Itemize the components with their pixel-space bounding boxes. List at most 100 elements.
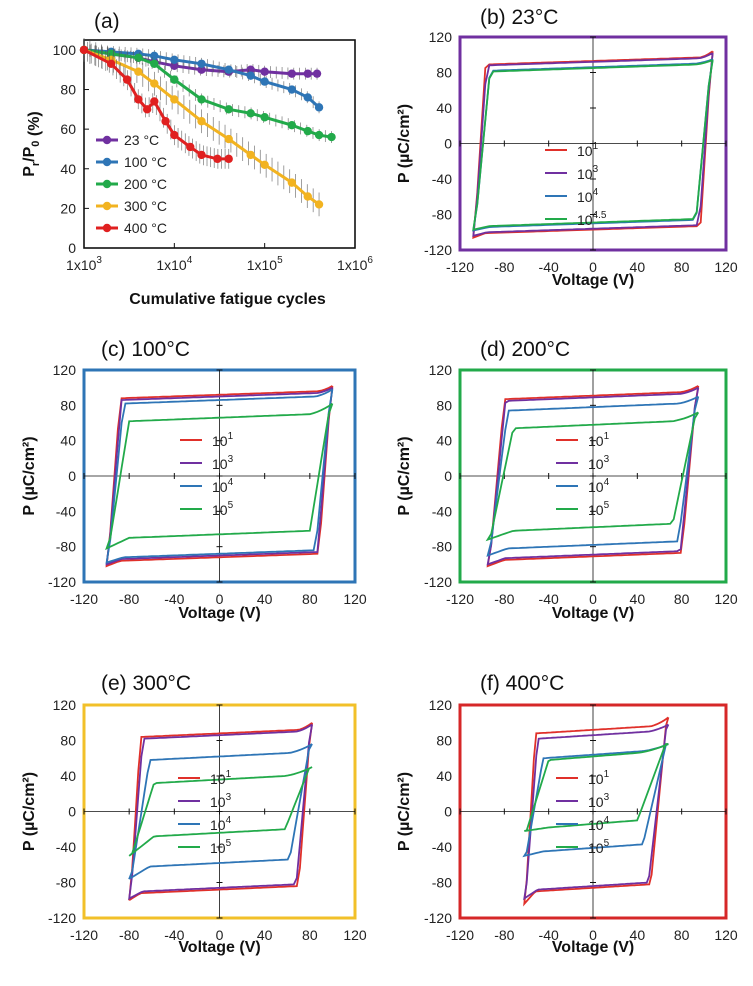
- x-tick-label: 120: [714, 591, 738, 607]
- x-tick-label: -80: [494, 927, 514, 943]
- data-point: [150, 59, 159, 68]
- hysteresis-loop-2: [105, 388, 334, 564]
- panel-e: -120 -80 -40 0 40 80 120 -120 -80 -40 0 40 80 120 (e) …: [21, 672, 367, 956]
- x-tick-label: 0: [216, 591, 224, 607]
- data-point: [260, 67, 269, 76]
- legend-label: 300 °C: [124, 198, 167, 214]
- y-axis-label: Pr/P0 (%): [21, 111, 43, 177]
- legend-label: 105: [210, 838, 232, 856]
- hysteresis-loop-1: [105, 386, 334, 566]
- panel-title: (c) 100°C: [101, 338, 190, 361]
- x-tick-label: -120: [446, 927, 474, 943]
- data-point: [224, 154, 233, 164]
- x-tick-label: 0: [216, 927, 224, 943]
- legend: 101 103 104 105: [556, 769, 610, 856]
- x-tick-label: -40: [539, 927, 559, 943]
- legend: 101 103 104 105: [180, 431, 234, 518]
- hysteresis-loop-3: [485, 411, 700, 542]
- x-tick-label: -120: [70, 927, 98, 943]
- hysteresis-loop-1: [486, 386, 700, 566]
- x-tick-label: 40: [257, 927, 273, 943]
- hysteresis-loop-3: [128, 766, 313, 857]
- data-point: [134, 95, 143, 104]
- hysteresis-loop-3: [472, 59, 714, 231]
- y-tick-label: 0: [68, 804, 76, 820]
- hysteresis-loop-2: [522, 743, 669, 858]
- x-tick-label: 80: [674, 591, 690, 607]
- plot-frame: [83, 39, 356, 249]
- hysteresis-loop-0: [486, 385, 700, 568]
- y-tick-label: 0: [444, 468, 452, 484]
- panel-d: -120 -80 -40 0 40 80 120 -120 -80 -40 0 40 80 120 (d) …: [396, 338, 738, 622]
- x-tick-label: 80: [302, 927, 318, 943]
- data-point: [246, 109, 255, 118]
- x-tick-label: 1x104: [156, 255, 192, 273]
- data-point: [224, 134, 233, 144]
- data-point: [224, 105, 233, 114]
- data-point: [197, 65, 206, 74]
- hysteresis-loop-2: [128, 743, 313, 880]
- y-tick-label: -80: [56, 539, 76, 555]
- x-tick-label: 80: [674, 259, 690, 275]
- panel-c: -120 -80 -40 0 40 80 120 -120 -80 -40 0 40 80 120 (c) …: [21, 338, 367, 622]
- data-point: [197, 95, 206, 104]
- y-tick-label: 80: [436, 397, 452, 413]
- legend-label: 104: [212, 477, 234, 495]
- hysteresis-loop-2: [486, 395, 700, 557]
- x-axis-label: Voltage (V): [178, 939, 260, 956]
- data-point: [314, 103, 324, 112]
- x-tick-label: -40: [539, 591, 559, 607]
- data-point: [134, 53, 143, 63]
- hysteresis-loop-0: [128, 722, 313, 901]
- x-tick-label: -80: [494, 591, 514, 607]
- y-tick-label: 120: [53, 362, 77, 378]
- data-point: [142, 105, 152, 114]
- panel-title: (b) 23°C: [480, 6, 558, 29]
- data-point: [197, 59, 206, 68]
- legend-label: 104: [588, 815, 610, 833]
- legend-label: 101: [588, 769, 610, 787]
- y-tick-label: 120: [53, 697, 77, 713]
- x-tick-label: 1x103: [66, 255, 102, 273]
- y-tick-label: 100: [53, 42, 77, 58]
- data-point: [150, 79, 159, 88]
- y-tick-label: -40: [432, 503, 452, 519]
- data-point: [79, 45, 89, 55]
- legend-label: 101: [212, 431, 234, 449]
- hysteresis-loop-0: [105, 385, 334, 568]
- y-tick-label: -120: [48, 574, 76, 590]
- legend-label: 400 °C: [124, 220, 167, 236]
- legend-label: 104: [577, 187, 599, 205]
- x-tick-label: 0: [589, 259, 597, 275]
- x-tick-label: 1x105: [247, 255, 283, 273]
- x-tick-label: 80: [674, 927, 690, 943]
- data-point: [161, 117, 170, 126]
- y-tick-label: -120: [48, 910, 76, 926]
- data-point: [314, 130, 324, 140]
- legend-label: 101: [588, 431, 610, 449]
- legend-label: 200 °C: [124, 176, 167, 192]
- x-tick-label: 120: [714, 259, 738, 275]
- legend-label: 103: [210, 792, 232, 810]
- data-point: [246, 71, 255, 80]
- panel-title: (d) 200°C: [480, 338, 570, 361]
- legend-label: 105: [212, 500, 234, 518]
- data-point: [287, 69, 297, 78]
- y-axis-label: P (µC/cm²): [396, 436, 413, 515]
- x-tick-label: 0: [589, 591, 597, 607]
- y-axis-label: P (µC/cm²): [396, 104, 413, 183]
- data-point: [303, 69, 312, 78]
- data-point: [134, 67, 143, 76]
- data-point: [224, 65, 233, 74]
- x-tick-label: 40: [257, 591, 273, 607]
- x-axis-label: Cumulative fatigue cycles: [129, 291, 326, 308]
- data-point: [303, 126, 312, 136]
- legend-label: 103: [577, 164, 599, 182]
- x-axis-label: Voltage (V): [178, 605, 260, 622]
- y-tick-label: 40: [436, 433, 452, 449]
- y-tick-label: -80: [432, 875, 452, 891]
- hysteresis-loop-0: [523, 716, 670, 907]
- y-tick-label: 40: [60, 433, 76, 449]
- series-3: [79, 38, 324, 217]
- legend-label: 101: [210, 769, 232, 787]
